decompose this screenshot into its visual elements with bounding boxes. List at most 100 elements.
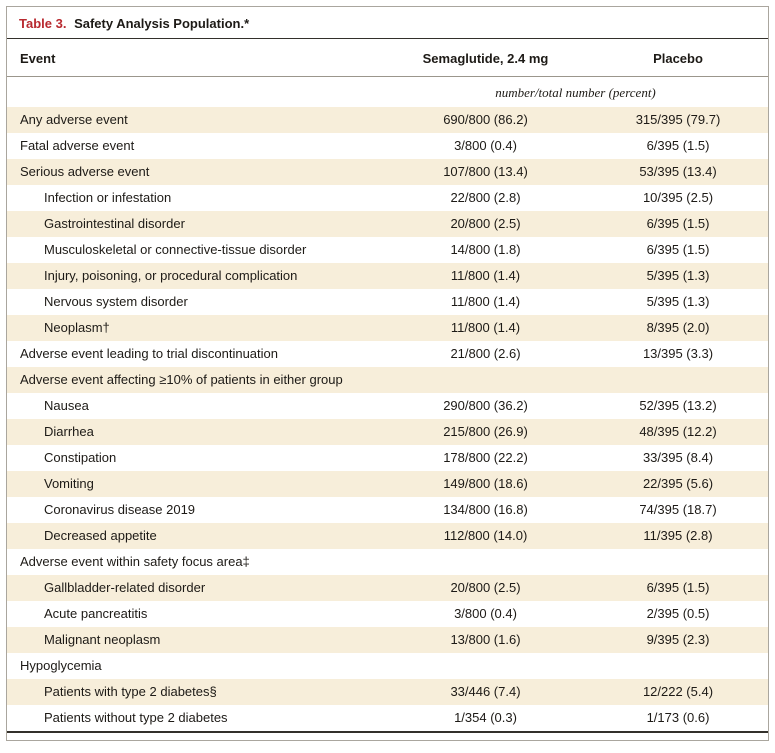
table-row: Injury, poisoning, or procedural complic… bbox=[7, 263, 768, 289]
table-row: Constipation 178/800 (22.2) 33/395 (8.4) bbox=[7, 445, 768, 471]
table-row: Serious adverse event 107/800 (13.4) 53/39… bbox=[7, 159, 768, 185]
placebo-value: 5/395 (1.3) bbox=[646, 294, 710, 309]
event-label: Decreased appetite bbox=[44, 528, 157, 543]
placebo-value: 315/395 (79.7) bbox=[635, 112, 721, 127]
placebo-value: 6/395 (1.5) bbox=[646, 138, 710, 153]
event-label: Infection or infestation bbox=[44, 190, 172, 205]
semaglutide-value: 690/800 (86.2) bbox=[443, 112, 528, 127]
column-header-placebo: Placebo bbox=[653, 51, 703, 66]
event-label: Vomiting bbox=[44, 476, 94, 491]
semaglutide-value: 11/800 (1.4) bbox=[450, 294, 521, 309]
table-number: Table 3. bbox=[19, 16, 67, 31]
semaglutide-value: 134/800 (16.8) bbox=[443, 502, 528, 517]
semaglutide-value: 1/354 (0.3) bbox=[454, 710, 517, 725]
semaglutide-value: 215/800 (26.9) bbox=[443, 424, 528, 439]
placebo-value: 12/222 (5.4) bbox=[642, 684, 714, 699]
placebo-value: 6/395 (1.5) bbox=[646, 216, 710, 231]
event-label: Patients with type 2 diabetes§ bbox=[44, 684, 217, 699]
semaglutide-value: 3/800 (0.4) bbox=[454, 138, 517, 153]
event-label: Gastrointestinal disorder bbox=[44, 216, 185, 231]
placebo-value: 11/395 (2.8) bbox=[643, 528, 713, 543]
event-label: Coronavirus disease 2019 bbox=[44, 502, 196, 517]
table-row: Musculoskeletal or connective-tissue dis… bbox=[7, 237, 768, 263]
table-row: Malignant neoplasm 13/800 (1.6) 9/395 (2.3… bbox=[7, 627, 768, 653]
event-label: Nervous system disorder bbox=[44, 294, 188, 309]
semaglutide-value: 20/800 (2.5) bbox=[450, 580, 521, 595]
event-label: Malignant neoplasm bbox=[44, 632, 161, 647]
table-row: Gallbladder-related disorder 20/800 (2.5)… bbox=[7, 575, 768, 601]
semaglutide-value: 22/800 (2.8) bbox=[450, 190, 521, 205]
placebo-value: 33/395 (8.4) bbox=[642, 450, 714, 465]
column-headers: Event Semaglutide, 2.4 mg Placebo bbox=[7, 39, 768, 77]
page: { "table": { "label": "Table 3.", "title… bbox=[0, 6, 775, 753]
units-note: number/total number (percent) bbox=[495, 85, 656, 100]
semaglutide-value: 3/800 (0.4) bbox=[454, 606, 517, 621]
event-label: Musculoskeletal or connective-tissue dis… bbox=[44, 242, 307, 257]
placebo-value: 6/395 (1.5) bbox=[646, 580, 710, 595]
table-row: Acute pancreatitis 3/800 (0.4) 2/395 (0.5) bbox=[7, 601, 768, 627]
table-row: Diarrhea 215/800 (26.9) 48/395 (12.2) bbox=[7, 419, 768, 445]
placebo-value: 53/395 (13.4) bbox=[639, 164, 717, 179]
placebo-value: 74/395 (18.7) bbox=[639, 502, 717, 517]
semaglutide-value: 178/800 (22.2) bbox=[443, 450, 528, 465]
event-label: Serious adverse event bbox=[20, 164, 150, 179]
event-label: Nausea bbox=[44, 398, 89, 413]
table-row: Adverse event affecting ≥10% of patients… bbox=[7, 367, 768, 393]
semaglutide-value: 149/800 (18.6) bbox=[443, 476, 528, 491]
table-row: Adverse event within safety focus area‡ bbox=[7, 549, 768, 575]
event-label: Any adverse event bbox=[20, 112, 128, 127]
placebo-value: 13/395 (3.3) bbox=[642, 346, 714, 361]
table-row: Fatal adverse event 3/800 (0.4) 6/395 (1.5… bbox=[7, 133, 768, 159]
event-label: Injury, poisoning, or procedural complic… bbox=[44, 268, 298, 283]
semaglutide-value: 112/800 (14.0) bbox=[443, 528, 528, 543]
event-label: Adverse event affecting ≥10% of patients… bbox=[20, 372, 343, 387]
placebo-value: 22/395 (5.6) bbox=[642, 476, 714, 491]
event-label: Patients without type 2 diabetes bbox=[44, 710, 228, 725]
event-label: Gallbladder-related disorder bbox=[44, 580, 206, 595]
table-bottom-rule bbox=[7, 731, 768, 735]
event-label: Fatal adverse event bbox=[20, 138, 135, 153]
table-row: Patients without type 2 diabetes 1/354 (0… bbox=[7, 705, 768, 731]
placebo-value: 5/395 (1.3) bbox=[646, 268, 710, 283]
table-row: Hypoglycemia bbox=[7, 653, 768, 679]
placebo-value: 48/395 (12.2) bbox=[639, 424, 717, 439]
table-row: Adverse event leading to trial discontin… bbox=[7, 341, 768, 367]
semaglutide-value: 21/800 (2.6) bbox=[450, 346, 521, 361]
table-row: Nervous system disorder 11/800 (1.4) 5/395… bbox=[7, 289, 768, 315]
table-rows: Any adverse event 690/800 (86.2) 315/395 (… bbox=[7, 107, 768, 731]
event-label: Acute pancreatitis bbox=[44, 606, 148, 621]
placebo-value: 10/395 (2.5) bbox=[642, 190, 714, 205]
column-header-event: Event bbox=[20, 51, 56, 66]
table-row: Any adverse event 690/800 (86.2) 315/395 (… bbox=[7, 107, 768, 133]
placebo-value: 8/395 (2.0) bbox=[646, 320, 710, 335]
semaglutide-value: 107/800 (13.4) bbox=[443, 164, 528, 179]
table-title-text: Safety Analysis Population.* bbox=[74, 16, 250, 31]
event-label: Diarrhea bbox=[44, 424, 94, 439]
table-frame: Table 3. Safety Analysis Population.* Ev… bbox=[6, 6, 769, 741]
units-row: number/total number (percent) bbox=[7, 77, 768, 107]
semaglutide-value: 14/800 (1.8) bbox=[450, 242, 521, 257]
semaglutide-value: 290/800 (36.2) bbox=[443, 398, 528, 413]
table-row: Nausea 290/800 (36.2) 52/395 (13.2) bbox=[7, 393, 768, 419]
event-label: Hypoglycemia bbox=[20, 658, 102, 673]
table-row: Decreased appetite 112/800 (14.0) 11/395 (… bbox=[7, 523, 768, 549]
placebo-value: 2/395 (0.5) bbox=[646, 606, 710, 621]
event-label: Adverse event leading to trial discontin… bbox=[20, 346, 278, 361]
event-label: Constipation bbox=[44, 450, 117, 465]
semaglutide-value: 13/800 (1.6) bbox=[450, 632, 521, 647]
table-row: Gastrointestinal disorder 20/800 (2.5) 6/3… bbox=[7, 211, 768, 237]
semaglutide-value: 20/800 (2.5) bbox=[450, 216, 521, 231]
placebo-value: 1/173 (0.6) bbox=[646, 710, 710, 725]
placebo-value: 6/395 (1.5) bbox=[646, 242, 710, 257]
placebo-value: 9/395 (2.3) bbox=[646, 632, 710, 647]
table-row: Coronavirus disease 2019 134/800 (16.8) 74… bbox=[7, 497, 768, 523]
table-row: Vomiting 149/800 (18.6) 22/395 (5.6) bbox=[7, 471, 768, 497]
placebo-value: 52/395 (13.2) bbox=[639, 398, 717, 413]
event-label: Adverse event within safety focus area‡ bbox=[20, 554, 250, 569]
table-row: Infection or infestation 22/800 (2.8) 10/3… bbox=[7, 185, 768, 211]
semaglutide-value: 11/800 (1.4) bbox=[450, 268, 521, 283]
semaglutide-value: 33/446 (7.4) bbox=[450, 684, 521, 699]
table-title: Table 3. Safety Analysis Population.* bbox=[7, 7, 768, 39]
table-row: Neoplasm† 11/800 (1.4) 8/395 (2.0) bbox=[7, 315, 768, 341]
event-label: Neoplasm† bbox=[44, 320, 110, 335]
